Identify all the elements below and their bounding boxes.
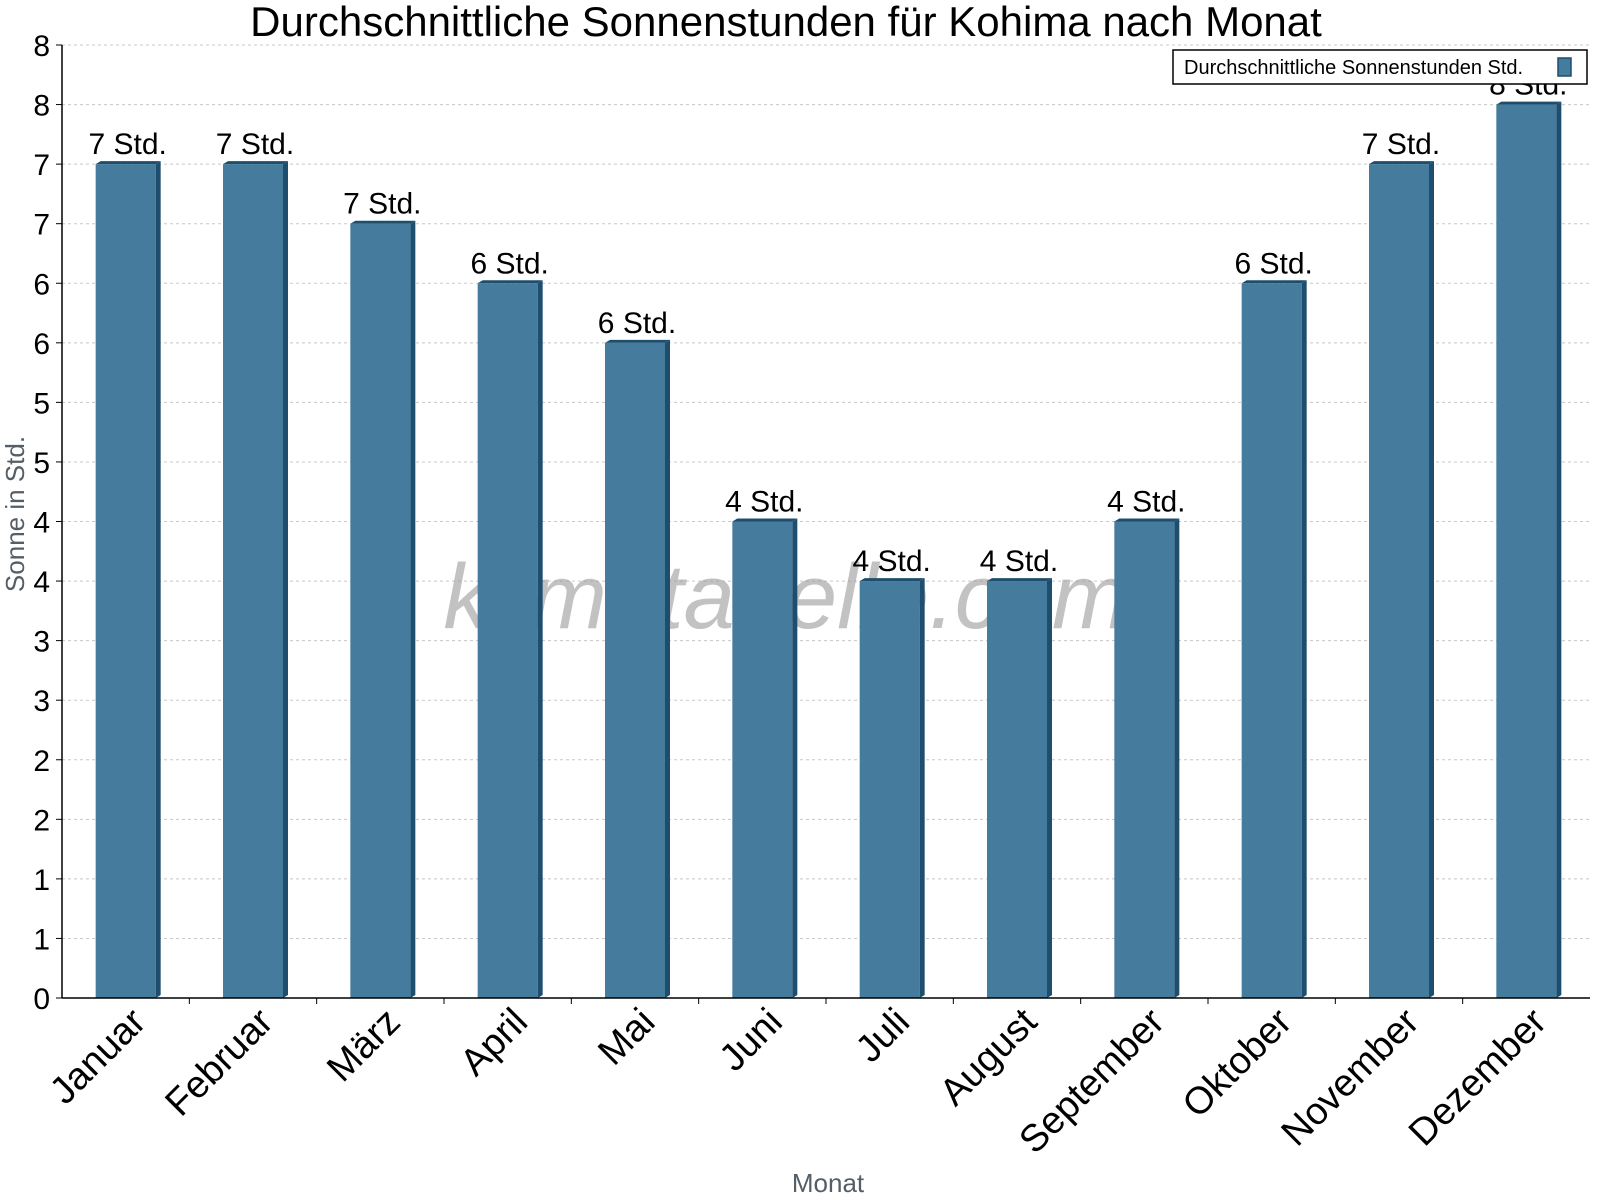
bar xyxy=(859,581,920,998)
x-tick-label: Januar xyxy=(42,1000,154,1112)
bar xyxy=(605,342,665,998)
y-tick-label: 2 xyxy=(33,804,50,837)
bar xyxy=(350,223,411,998)
bar-side xyxy=(537,280,543,998)
x-tick-label: März xyxy=(319,1001,408,1090)
bar-value-label: 7 Std. xyxy=(216,128,294,161)
y-tick-label: 5 xyxy=(33,447,50,480)
bar-value-label: 4 Std. xyxy=(725,486,803,519)
bar-group: 7 Std. xyxy=(216,128,294,998)
bar-top xyxy=(95,161,161,165)
bar xyxy=(1369,164,1429,998)
y-tick-label: 4 xyxy=(33,566,50,599)
bar-side xyxy=(1047,578,1052,998)
bar-group: 4 Std. xyxy=(852,545,931,998)
bar-group: 4 Std. xyxy=(1107,486,1186,998)
bar-top xyxy=(605,339,670,343)
bar xyxy=(95,164,156,998)
y-axis-label: Sonne in Std. xyxy=(0,436,30,592)
bar-top xyxy=(859,578,925,582)
bar xyxy=(477,283,538,998)
chart-title: Durchschnittliche Sonnenstunden für Kohi… xyxy=(250,0,1322,45)
y-tick-label: 6 xyxy=(33,268,50,301)
bar-top xyxy=(350,220,416,224)
bar-side xyxy=(155,161,161,998)
y-tick-label: 1 xyxy=(33,923,50,956)
bar-value-label: 6 Std. xyxy=(598,307,676,340)
x-tick-label: Mai xyxy=(590,1001,663,1074)
bar-value-label: 6 Std. xyxy=(1234,247,1312,280)
y-axis-ticks: 0 1 1 2 2 3 3 4 4 5 5 6 6 7 7 8 8 xyxy=(33,30,62,1016)
bar-side xyxy=(1556,101,1562,998)
bar-side xyxy=(792,518,798,998)
bar-side xyxy=(410,220,416,998)
legend-label: Durchschnittliche Sonnenstunden Std. xyxy=(1184,57,1523,79)
y-tick-label: 0 xyxy=(33,983,50,1016)
y-tick-label: 8 xyxy=(33,90,50,123)
x-tick-label: Februar xyxy=(158,1000,282,1124)
bar-top xyxy=(477,280,543,284)
bar xyxy=(223,164,283,998)
x-tick-label: April xyxy=(453,1001,536,1084)
x-tick-label: Dezember xyxy=(1401,1000,1555,1154)
bar xyxy=(1496,104,1557,998)
y-tick-label: 7 xyxy=(33,209,50,242)
bar xyxy=(1114,521,1175,998)
bar-group: 7 Std. xyxy=(1362,128,1440,998)
bar-top xyxy=(732,518,798,522)
bar-top xyxy=(1496,101,1562,105)
bar-group: 6 Std. xyxy=(470,247,549,998)
y-tick-label: 7 xyxy=(33,149,50,182)
x-tick-label: Juli xyxy=(848,1001,918,1071)
bar-value-label: 4 Std. xyxy=(980,545,1058,578)
bar-value-label: 7 Std. xyxy=(88,128,166,161)
bar-top xyxy=(1114,518,1180,522)
bar-group: 8 Std. xyxy=(1489,69,1568,998)
bar-top xyxy=(1369,161,1434,165)
bar xyxy=(987,581,1047,998)
bar-group: 7 Std. xyxy=(88,128,167,998)
bar-side xyxy=(1429,161,1434,998)
bar-top xyxy=(223,161,288,165)
x-tick-label: Oktober xyxy=(1175,1000,1301,1126)
y-tick-label: 3 xyxy=(33,626,50,659)
bar-side xyxy=(919,578,925,998)
legend-box xyxy=(1172,49,1588,85)
y-tick-label: 6 xyxy=(33,328,50,361)
bar-group: 4 Std. xyxy=(980,545,1058,998)
legend-swatch xyxy=(1557,57,1572,77)
bars: 7 Std. 7 Std. 7 Std. 6 Std. 6 Std. 4 Std. 4 St… xyxy=(88,69,1568,998)
y-tick-label: 4 xyxy=(33,507,50,540)
bar-value-label: 7 Std. xyxy=(343,188,421,221)
x-tick-label: Juni xyxy=(712,1001,791,1080)
bar-top xyxy=(987,578,1052,582)
x-axis-ticks: Januar Februar März April Mai Juni Juli AugustS… xyxy=(42,998,1555,1162)
x-tick-label: November xyxy=(1274,1000,1428,1154)
bar-group: 6 Std. xyxy=(598,307,676,998)
y-tick-label: 1 xyxy=(33,864,50,897)
bar-value-label: 7 Std. xyxy=(1362,128,1440,161)
bar-value-label: 4 Std. xyxy=(852,545,930,578)
x-tick-label: August xyxy=(932,1000,1046,1114)
x-axis-label: Monat xyxy=(792,1168,865,1198)
gridlines xyxy=(62,44,1590,939)
y-tick-label: 3 xyxy=(33,685,50,718)
bar-value-label: 6 Std. xyxy=(470,247,548,280)
y-tick-label: 8 xyxy=(33,30,50,63)
bar-side xyxy=(1301,280,1307,998)
legend: Durchschnittliche Sonnenstunden Std. xyxy=(1172,49,1588,85)
bar-group: 4 Std. xyxy=(725,486,804,998)
bar-side xyxy=(283,161,288,998)
bar-side xyxy=(665,339,670,998)
bar xyxy=(1241,283,1302,998)
y-tick-label: 5 xyxy=(33,387,50,420)
bar-group: 7 Std. xyxy=(343,188,422,998)
bar-side xyxy=(1174,518,1180,998)
y-tick-label: 2 xyxy=(33,745,50,778)
bar xyxy=(732,521,793,998)
bar-value-label: 4 Std. xyxy=(1107,486,1185,519)
bar-top xyxy=(1241,280,1307,284)
bar-group: 6 Std. xyxy=(1234,247,1313,998)
